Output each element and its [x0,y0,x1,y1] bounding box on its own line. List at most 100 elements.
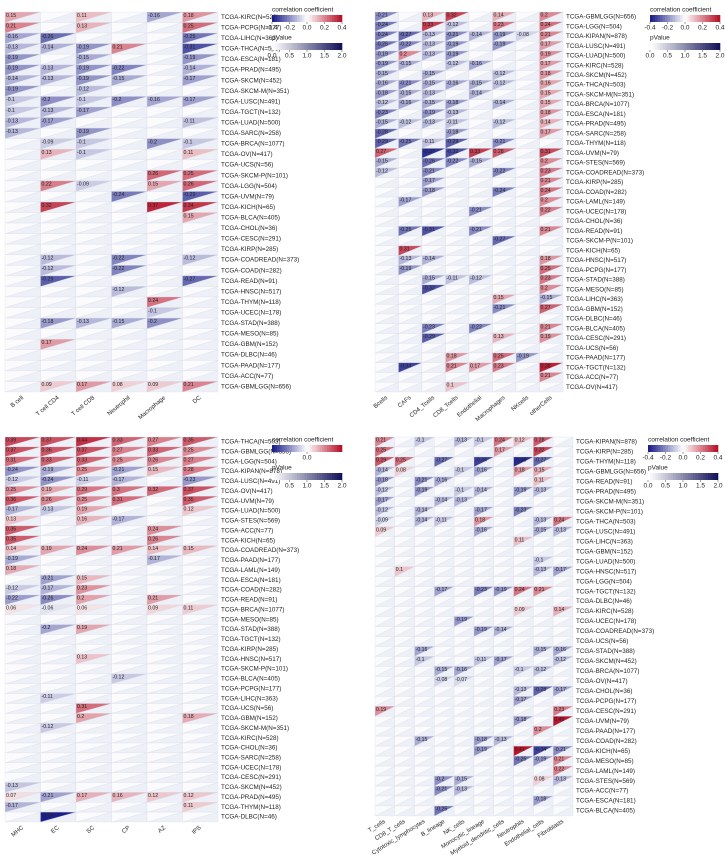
empty-triangle [146,703,183,714]
empty-triangle [146,64,183,76]
row-label: TCGA-COADREAD(N=373) [576,628,654,635]
row-label: TCGA-UCEC(N=178) [221,764,281,771]
cell-value: 0.15 [494,295,504,301]
empty-triangle [182,127,219,139]
empty-triangle [111,555,148,566]
coef-triangle [421,109,446,120]
row-label: TCGA-CESC(N=291) [221,774,281,781]
empty-triangle [473,546,494,557]
empty-triangle [182,85,219,97]
legend-swatch [307,473,310,480]
cell-value: -0.29 [42,277,54,283]
legend-swatch [334,445,338,452]
legend-swatch [655,473,659,480]
empty-triangle [414,626,435,637]
empty-triangle [493,606,514,617]
cell-value: -0.1 [515,667,524,673]
empty-triangle [111,742,148,754]
cell-value: -0.13 [42,108,54,114]
empty-triangle [374,333,399,344]
empty-triangle [394,616,415,627]
coef-triangle [493,436,514,448]
empty-triangle [414,676,435,687]
empty-triangle [473,576,494,587]
coef-triangle [468,148,493,159]
empty-triangle [394,676,415,687]
empty-triangle [111,32,148,44]
cell-value: -0.17 [184,97,196,103]
empty-triangle [473,556,494,567]
empty-triangle [182,286,219,298]
cell-value: -0.17 [423,178,435,184]
legend-swatch [665,473,669,480]
cell-value: -0.06 [42,605,54,611]
legend-swatch [272,43,275,50]
empty-triangle [4,254,41,266]
legend-swatch [309,445,313,452]
empty-triangle [146,32,183,44]
empty-triangle [4,138,41,150]
empty-triangle [75,693,112,704]
empty-triangle [468,235,493,247]
coef-triangle [539,99,564,110]
empty-triangle [533,716,554,727]
row-label: TCGA-UVM(N=79) [221,498,274,505]
cell-value: -0.24 [376,22,388,28]
legend-swatch [299,445,303,452]
empty-triangle [111,594,148,606]
cell-value: -0.11 [77,477,89,483]
coef-triangle [374,706,395,717]
empty-triangle [473,606,494,617]
empty-triangle [75,723,112,734]
empty-triangle [414,496,435,508]
empty-triangle [493,785,514,797]
coef-triangle [533,456,554,468]
empty-triangle [394,726,415,737]
empty-triangle [492,343,517,354]
empty-triangle [454,726,475,737]
legend-swatch [314,445,318,452]
empty-triangle [4,614,41,625]
empty-triangle [434,686,455,697]
legend-swatch [688,445,691,452]
coef-triangle [434,456,455,468]
coef-triangle [374,50,399,61]
row-label: TCGA-SKCM-P(N=101) [576,508,643,515]
empty-triangle [40,286,77,298]
empty-triangle [493,506,514,518]
cell-value: 0.41 [515,747,525,753]
cell-value: 0.07 [6,793,16,799]
coef-triangle [374,158,399,169]
cell-value: 0.12 [515,438,525,444]
empty-triangle [111,117,148,129]
row-label: TCGA-SKCM(N=452) [221,784,282,791]
empty-triangle [182,106,219,118]
row-label: TCGA-SKCM(N=452) [221,77,282,84]
cell-value: -0.25 [400,227,412,233]
cell-value: 0.15 [184,546,194,552]
legend-tick-label: 0.2 [320,25,329,32]
empty-triangle [374,686,395,697]
cell-value: -0.13 [534,567,546,573]
row-label: TCGA-PAAD(N=177) [576,728,635,735]
legend-swatch [685,445,689,452]
coef-triangle [414,516,435,528]
row-label: TCGA-HNSC(N=517) [221,288,281,295]
row-label: TCGA-GBMLGG(N=656) [576,469,646,476]
row-label: TCGA-PCPG(N=177) [566,267,626,274]
row-label: TCGA-BLCA(N=405) [221,676,280,683]
row-label: TCGA-SKCM(N=452) [566,72,627,79]
empty-triangle [492,323,517,334]
coef-triangle [445,119,470,130]
coef-triangle [539,167,564,178]
coef-triangle [421,41,446,52]
empty-triangle [394,506,415,518]
legend-swatch [272,445,275,452]
empty-triangle [515,60,540,71]
row-label: TCGA-CESC(N=291) [566,335,626,342]
coef-triangle [513,586,534,597]
coef-triangle [421,31,446,42]
row-label: TCGA-THYM(N=118) [221,299,281,306]
empty-triangle [421,352,446,363]
coef-triangle [4,64,41,76]
